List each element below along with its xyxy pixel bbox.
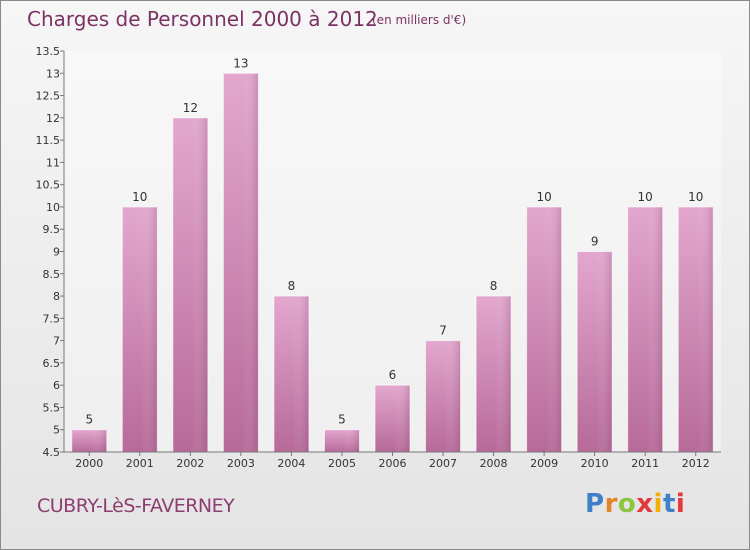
y-tick-label: 13 (46, 67, 60, 80)
bar-shade (545, 206, 562, 452)
y-tick-label: 12.5 (36, 90, 61, 103)
y-tick-label: 8.5 (43, 268, 61, 281)
x-tick-label: 2008 (480, 457, 508, 470)
bar-shade (242, 73, 259, 453)
logo-letter: t (662, 489, 676, 519)
logo-letter: o (617, 489, 637, 519)
data-label: 13 (233, 56, 248, 70)
bar-shade (495, 296, 512, 452)
x-tick-label: 2011 (631, 457, 659, 470)
x-tick-label: 2004 (277, 457, 305, 470)
logo-letter: i (653, 489, 663, 519)
y-tick-label: 5 (53, 424, 60, 437)
x-tick-label: 2002 (176, 457, 204, 470)
data-label: 10 (638, 190, 653, 204)
data-label: 12 (183, 101, 198, 115)
logo-letter: i (675, 489, 686, 519)
x-tick-label: 2005 (328, 457, 356, 470)
x-tick-label: 2010 (581, 457, 609, 470)
proxiti-logo: Proxiti (585, 489, 685, 519)
chart-subtitle: (en milliers d'€) (372, 13, 467, 27)
data-label: 9 (591, 235, 599, 249)
data-label: 5 (338, 413, 346, 427)
bar-shade (343, 429, 360, 452)
logo-letter: x (636, 489, 654, 519)
data-label: 8 (490, 279, 498, 293)
data-label: 10 (536, 190, 551, 204)
x-tick-label: 2006 (379, 457, 407, 470)
data-label: 5 (85, 413, 93, 427)
x-tick-label: 2001 (126, 457, 154, 470)
y-tick-label: 5.5 (43, 401, 61, 414)
y-tick-label: 6 (53, 379, 60, 392)
y-tick-label: 8 (53, 290, 60, 303)
y-tick-label: 11.5 (36, 134, 61, 147)
y-tick-label: 11 (46, 156, 60, 169)
data-label: 10 (132, 190, 147, 204)
bar-shade (91, 429, 107, 452)
bar-shade (192, 117, 208, 452)
x-tick-label: 2009 (530, 457, 558, 470)
logo-letter: P (585, 489, 605, 519)
y-tick-label: 4.5 (43, 446, 61, 459)
y-tick-label: 7.5 (43, 312, 61, 325)
bar-shade (394, 385, 410, 452)
y-tick-label: 6.5 (43, 357, 61, 370)
data-label: 8 (288, 279, 296, 293)
data-label: 10 (688, 190, 703, 204)
y-tick-label: 13.5 (36, 45, 61, 58)
bar-shade (444, 340, 461, 452)
x-tick-label: 2012 (682, 457, 710, 470)
bar-shade (293, 296, 309, 452)
bar-shade (697, 206, 714, 452)
y-tick-label: 10.5 (36, 179, 61, 192)
chart-title: Charges de Personnel 2000 à 2012 (27, 7, 378, 31)
bar-shade (646, 206, 663, 452)
y-tick-label: 12 (46, 112, 60, 125)
bar-shade (141, 206, 158, 452)
x-tick-label: 2003 (227, 457, 255, 470)
y-tick-label: 10 (46, 201, 60, 214)
x-tick-label: 2007 (429, 457, 457, 470)
logo-letter: r (604, 489, 618, 519)
x-tick-label: 2000 (75, 457, 103, 470)
y-tick-label: 7 (53, 335, 60, 348)
commune-name: CUBRY-LèS-FAVERNEY (37, 495, 235, 517)
data-label: 7 (439, 324, 447, 338)
y-tick-label: 9 (53, 246, 60, 259)
bar-shade (596, 251, 613, 452)
data-label: 6 (389, 368, 397, 382)
y-tick-label: 9.5 (43, 223, 61, 236)
